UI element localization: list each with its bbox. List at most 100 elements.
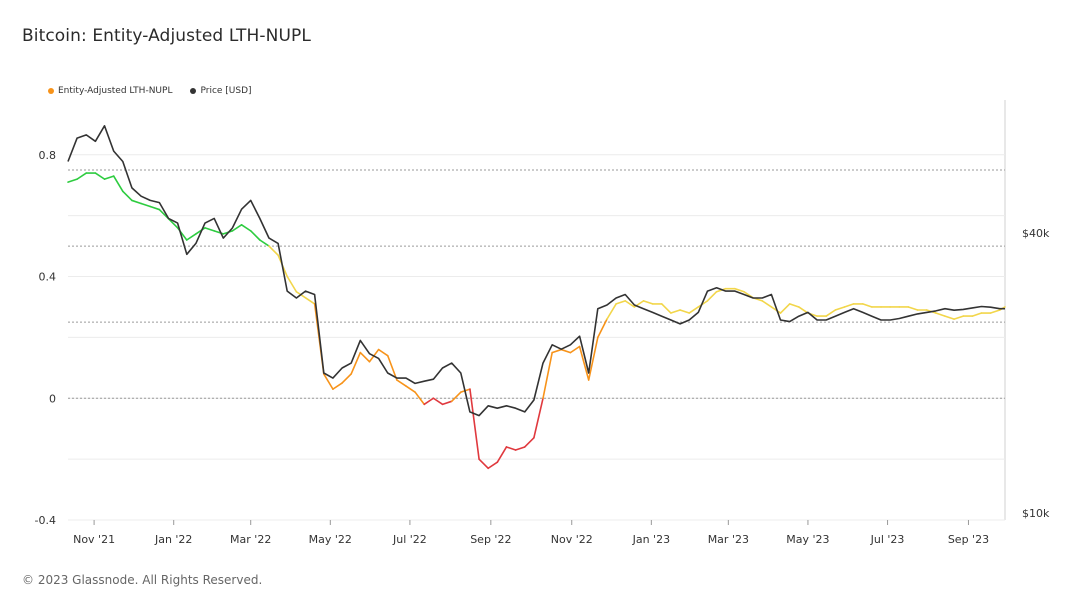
- legend-nupl-label: Entity-Adjusted LTH-NUPL: [58, 86, 173, 96]
- chart-lines: [67, 125, 1006, 470]
- nupl-line-segment: [861, 303, 873, 308]
- price-line: [67, 125, 1005, 417]
- nupl-line-segment: [286, 275, 298, 293]
- nupl-line-segment: [122, 190, 133, 202]
- legend: Entity-Adjusted LTH-NUPL Price [USD]: [48, 86, 252, 96]
- nupl-line-segment: [478, 458, 490, 470]
- nupl-line-segment: [944, 315, 955, 320]
- nupl-line-segment: [259, 239, 270, 247]
- nupl-line-segment: [907, 306, 919, 311]
- nupl-line-segment: [606, 303, 617, 320]
- nupl-line-segment: [359, 351, 371, 363]
- x-tick-label: Sep '23: [948, 533, 989, 546]
- nupl-line-segment: [76, 172, 88, 180]
- nupl-line-segment: [761, 300, 773, 308]
- nupl-line-segment: [734, 287, 745, 293]
- nupl-line-segment: [341, 373, 352, 384]
- nupl-line-segment: [989, 309, 1001, 314]
- y-left-tick-label: 0.4: [39, 271, 57, 284]
- nupl-line-segment: [149, 205, 161, 211]
- nupl-line-segment: [423, 397, 435, 406]
- nupl-line-segment: [304, 297, 316, 305]
- nupl-line-segment: [204, 227, 215, 232]
- x-tick-label: May '23: [786, 533, 829, 546]
- nupl-line-segment: [377, 348, 389, 357]
- nupl-line-segment: [597, 318, 608, 339]
- nupl-line-segment: [523, 437, 535, 448]
- legend-nupl-dot-icon: [48, 88, 54, 94]
- nupl-line-segment: [551, 348, 563, 354]
- nupl-line-segment: [396, 379, 407, 387]
- nupl-line-segment: [112, 175, 124, 193]
- x-tick-label: Sep '22: [470, 533, 511, 546]
- nupl-line-segment: [496, 446, 508, 463]
- y-right-tick-label: $40k: [1022, 227, 1050, 240]
- nupl-line-segment: [432, 397, 444, 406]
- footer-copyright: © 2023 Glassnode. All Rights Reserved.: [22, 573, 263, 587]
- nupl-line-segment: [697, 300, 709, 308]
- nupl-line-segment: [615, 300, 627, 305]
- x-tick-label: Mar '23: [708, 533, 749, 546]
- y-axis-right: $40k $10k: [1022, 227, 1050, 520]
- nupl-line-segment: [249, 230, 261, 241]
- nupl-line-segment: [386, 354, 398, 381]
- nupl-line-segment: [788, 303, 800, 308]
- nupl-line-segment: [706, 290, 718, 302]
- nupl-line-segment: [542, 351, 553, 400]
- nupl-line-segment: [971, 312, 983, 317]
- nupl-line-segment: [140, 202, 152, 208]
- nupl-line-segment: [533, 397, 544, 439]
- nupl-line-segment: [405, 385, 416, 393]
- nupl-line-segment: [688, 306, 700, 314]
- nupl-line-segment: [240, 223, 252, 232]
- x-tick-label: Jan '23: [632, 533, 670, 546]
- y-left-tick-label: -0.4: [35, 514, 56, 527]
- x-tick-label: Nov '21: [73, 533, 115, 546]
- nupl-line-segment: [103, 175, 115, 180]
- nupl-line-segment: [67, 178, 78, 183]
- x-tick-label: Mar '22: [230, 533, 271, 546]
- nupl-line-segment: [953, 315, 965, 320]
- nupl-line-segment: [670, 309, 681, 314]
- nupl-line-segment: [569, 345, 581, 354]
- legend-item-nupl[interactable]: Entity-Adjusted LTH-NUPL: [48, 86, 172, 96]
- y-axis-left: 0.8 0.4 0 -0.4: [35, 149, 56, 527]
- x-tick-label: Jan '22: [154, 533, 192, 546]
- y-left-tick-label: 0: [49, 392, 56, 405]
- nupl-line-segment: [624, 300, 636, 308]
- nupl-line-segment: [578, 345, 590, 381]
- legend-price-dot-icon: [190, 88, 197, 94]
- y-left-tick-label: 0.8: [39, 149, 57, 162]
- nupl-line-segment: [268, 245, 279, 257]
- chart-grid: [68, 100, 1006, 521]
- nupl-line-segment: [185, 233, 197, 241]
- nupl-line-segment: [131, 199, 142, 205]
- nupl-line-segment: [843, 303, 855, 308]
- page-title: Bitcoin: Entity-Adjusted LTH-NUPL: [22, 26, 311, 46]
- x-tick-label: May '22: [309, 533, 352, 546]
- x-tick-label: Jul '23: [870, 533, 905, 546]
- nupl-line-segment: [350, 351, 362, 375]
- nupl-line-segment: [770, 306, 782, 314]
- nupl-line-segment: [487, 461, 499, 470]
- nupl-line-segment: [167, 217, 179, 229]
- nupl-line-segment: [469, 388, 480, 460]
- nupl-line-segment: [660, 303, 672, 314]
- nupl-line-segment: [935, 312, 946, 317]
- nupl-line-segment: [587, 336, 599, 381]
- legend-price-label: Price [USD]: [200, 86, 252, 96]
- nupl-line-segment: [514, 446, 526, 451]
- nupl-line-segment: [798, 306, 809, 314]
- y-right-tick-label: $10k: [1022, 507, 1050, 520]
- nupl-line-segment: [505, 446, 517, 451]
- nupl-line-segment: [332, 382, 343, 390]
- nupl-line-segment: [441, 400, 453, 406]
- nupl-line-segment: [195, 227, 206, 235]
- nupl-line-segment: [322, 373, 334, 390]
- nupl-line-segment: [779, 303, 791, 314]
- nupl-line-segment: [450, 391, 462, 403]
- x-tick-label: Jul '22: [392, 533, 427, 546]
- nupl-line-segment: [825, 309, 837, 317]
- legend-item-price[interactable]: Price [USD]: [190, 86, 252, 96]
